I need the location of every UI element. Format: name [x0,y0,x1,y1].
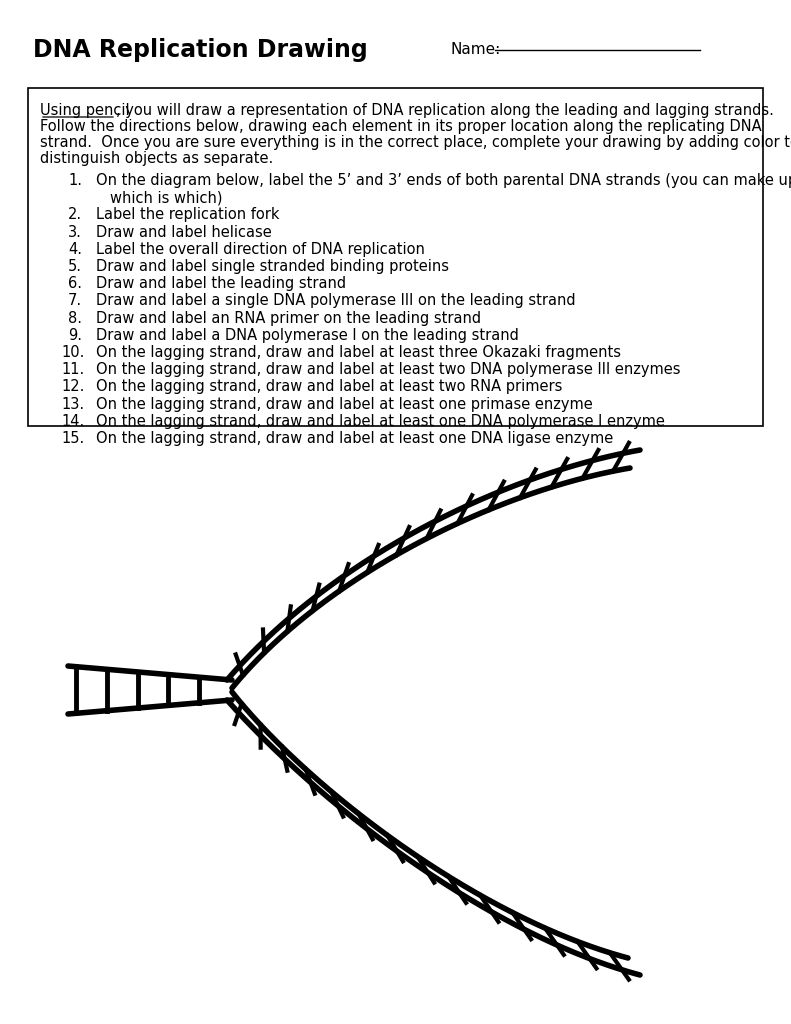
Text: 7.: 7. [68,294,82,308]
Text: Draw and label the leading strand: Draw and label the leading strand [96,276,346,291]
Text: which is which): which is which) [110,190,222,205]
Text: Draw and label an RNA primer on the leading strand: Draw and label an RNA primer on the lead… [96,310,481,326]
Text: Label the overall direction of DNA replication: Label the overall direction of DNA repli… [96,242,425,257]
Text: 15.: 15. [61,431,85,446]
Text: Draw and label a DNA polymerase I on the leading strand: Draw and label a DNA polymerase I on the… [96,328,519,343]
Text: Draw and label a single DNA polymerase III on the leading strand: Draw and label a single DNA polymerase I… [96,294,576,308]
Text: On the lagging strand, draw and label at least two DNA polymerase III enzymes: On the lagging strand, draw and label at… [96,362,680,377]
Text: Draw and label single stranded binding proteins: Draw and label single stranded binding p… [96,259,449,274]
Text: 1.: 1. [68,173,82,188]
Text: distinguish objects as separate.: distinguish objects as separate. [40,151,273,166]
Text: On the lagging strand, draw and label at least three Okazaki fragments: On the lagging strand, draw and label at… [96,345,621,360]
Text: On the lagging strand, draw and label at least one DNA ligase enzyme: On the lagging strand, draw and label at… [96,431,613,446]
Text: , you will draw a representation of DNA replication along the leading and laggin: , you will draw a representation of DNA … [116,103,774,118]
Text: On the diagram below, label the 5’ and 3’ ends of both parental DNA strands (you: On the diagram below, label the 5’ and 3… [96,173,791,188]
Text: On the lagging strand, draw and label at least two RNA primers: On the lagging strand, draw and label at… [96,380,562,394]
FancyBboxPatch shape [28,88,763,426]
Text: 3.: 3. [68,224,82,240]
Text: 13.: 13. [61,396,84,412]
Text: Follow the directions below, drawing each element in its proper location along t: Follow the directions below, drawing eac… [40,119,762,134]
Text: 6.: 6. [68,276,82,291]
Text: strand.  Once you are sure everything is in the correct place, complete your dra: strand. Once you are sure everything is … [40,135,791,150]
Text: 8.: 8. [68,310,82,326]
Text: Name:: Name: [450,43,500,57]
Text: On the lagging strand, draw and label at least one DNA polymerase I enzyme: On the lagging strand, draw and label at… [96,414,665,429]
Text: 10.: 10. [61,345,85,360]
Text: On the lagging strand, draw and label at least one primase enzyme: On the lagging strand, draw and label at… [96,396,592,412]
Text: 9.: 9. [68,328,82,343]
Text: 14.: 14. [61,414,85,429]
Text: Using pencil: Using pencil [40,103,130,118]
Text: Draw and label helicase: Draw and label helicase [96,224,272,240]
Text: 2.: 2. [68,208,82,222]
Text: 12.: 12. [61,380,85,394]
Text: 4.: 4. [68,242,82,257]
Text: DNA Replication Drawing: DNA Replication Drawing [33,38,368,62]
Text: 5.: 5. [68,259,82,274]
Text: 11.: 11. [61,362,85,377]
Text: Label the replication fork: Label the replication fork [96,208,279,222]
